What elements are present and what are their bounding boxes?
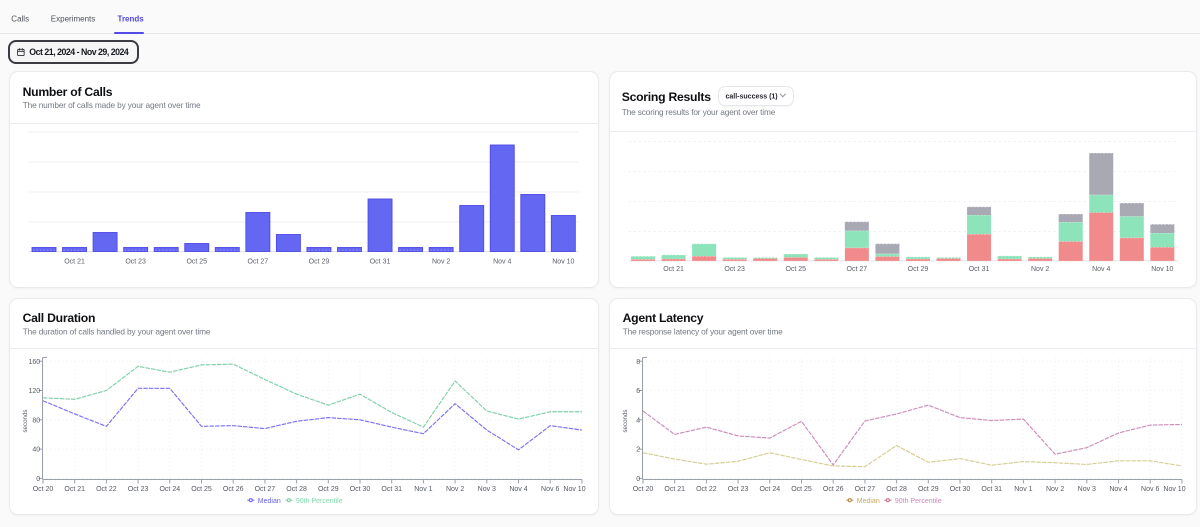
svg-text:Nov 10: Nov 10 — [1163, 486, 1185, 493]
svg-text:Oct 25: Oct 25 — [791, 486, 812, 493]
svg-text:80: 80 — [32, 417, 40, 424]
svg-text:Nov 10: Nov 10 — [1151, 266, 1173, 273]
svg-text:Nov 4: Nov 4 — [1109, 486, 1127, 493]
svg-text:Oct 21: Oct 21 — [64, 486, 85, 493]
svg-text:call-success (1): call-success (1) — [726, 94, 778, 101]
svg-text:Oct 25: Oct 25 — [191, 486, 212, 493]
svg-text:6: 6 — [636, 388, 640, 395]
svg-text:90th Percentile: 90th Percentile — [895, 498, 942, 505]
svg-text:Oct 27: Oct 27 — [255, 486, 276, 493]
svg-text:Nov 2: Nov 2 — [446, 486, 464, 493]
svg-text:Oct 29: Oct 29 — [309, 259, 330, 266]
svg-text:Oct 20: Oct 20 — [633, 486, 654, 493]
svg-text:Oct 21, 2024 - Nov 29, 2024: Oct 21, 2024 - Nov 29, 2024 — [29, 47, 129, 57]
svg-text:Oct 28: Oct 28 — [886, 486, 907, 493]
svg-text:Nov 4: Nov 4 — [1092, 266, 1110, 273]
svg-text:Nov 10: Nov 10 — [552, 259, 574, 266]
svg-text:Agent Latency: Agent Latency — [623, 311, 704, 325]
svg-text:Oct 21: Oct 21 — [663, 266, 684, 273]
svg-text:Nov 4: Nov 4 — [509, 486, 527, 493]
svg-text:Nov 3: Nov 3 — [478, 486, 496, 493]
svg-text:The scoring results for your a: The scoring results for your agent over … — [622, 107, 776, 117]
svg-text:Oct 31: Oct 31 — [370, 259, 391, 266]
svg-text:40: 40 — [32, 447, 40, 454]
svg-text:Nov 4: Nov 4 — [493, 259, 511, 266]
svg-text:The response latency of your a: The response latency of your agent over … — [623, 327, 783, 337]
svg-text:The number of calls made by yo: The number of calls made by your agent o… — [23, 100, 201, 110]
svg-text:Oct 23: Oct 23 — [128, 486, 149, 493]
svg-text:Nov 1: Nov 1 — [1014, 486, 1032, 493]
svg-text:Nov 10: Nov 10 — [563, 486, 585, 493]
svg-text:Oct 29: Oct 29 — [318, 486, 339, 493]
svg-text:Oct 30: Oct 30 — [350, 486, 371, 493]
svg-text:seconds: seconds — [622, 409, 629, 432]
svg-text:8: 8 — [636, 359, 640, 366]
svg-text:Number of Calls: Number of Calls — [23, 85, 113, 99]
svg-text:Calls: Calls — [11, 14, 29, 23]
svg-text:Median: Median — [857, 498, 880, 505]
svg-text:Scoring Results: Scoring Results — [622, 90, 712, 104]
svg-text:Oct 24: Oct 24 — [759, 486, 780, 493]
svg-text:Oct 22: Oct 22 — [96, 486, 117, 493]
svg-text:Nov 6: Nov 6 — [541, 486, 559, 493]
svg-text:Oct 21: Oct 21 — [64, 259, 85, 266]
svg-text:Oct 23: Oct 23 — [724, 266, 745, 273]
svg-text:Nov 3: Nov 3 — [1078, 486, 1096, 493]
svg-text:Call Duration: Call Duration — [23, 311, 96, 325]
svg-text:Oct 31: Oct 31 — [969, 266, 990, 273]
svg-text:Oct 29: Oct 29 — [918, 486, 939, 493]
svg-text:Nov 2: Nov 2 — [1031, 266, 1049, 273]
svg-text:Oct 27: Oct 27 — [847, 266, 868, 273]
svg-text:Oct 21: Oct 21 — [664, 486, 685, 493]
svg-text:Nov 6: Nov 6 — [1141, 486, 1159, 493]
svg-text:0: 0 — [36, 476, 40, 483]
svg-text:Oct 28: Oct 28 — [286, 486, 307, 493]
svg-text:Experiments: Experiments — [51, 14, 95, 23]
svg-text:Oct 24: Oct 24 — [159, 486, 180, 493]
svg-text:Nov 2: Nov 2 — [432, 259, 450, 266]
svg-text:The duration of calls handled: The duration of calls handled by your ag… — [23, 327, 211, 337]
svg-text:Oct 25: Oct 25 — [186, 259, 207, 266]
svg-text:Oct 27: Oct 27 — [855, 486, 876, 493]
svg-text:Oct 23: Oct 23 — [125, 259, 146, 266]
svg-text:Trends: Trends — [118, 14, 145, 23]
svg-text:Oct 23: Oct 23 — [728, 486, 749, 493]
svg-text:Oct 22: Oct 22 — [696, 486, 717, 493]
svg-text:0: 0 — [636, 476, 640, 483]
svg-text:Oct 26: Oct 26 — [223, 486, 244, 493]
svg-text:Oct 31: Oct 31 — [981, 486, 1002, 493]
svg-text:Oct 30: Oct 30 — [950, 486, 971, 493]
svg-text:4: 4 — [636, 417, 640, 424]
svg-text:Nov 2: Nov 2 — [1046, 486, 1064, 493]
svg-text:Nov 1: Nov 1 — [414, 486, 432, 493]
svg-text:Oct 25: Oct 25 — [785, 266, 806, 273]
svg-text:Median: Median — [258, 498, 281, 505]
svg-text:Oct 20: Oct 20 — [33, 486, 54, 493]
svg-text:90th Percentile: 90th Percentile — [296, 498, 343, 505]
svg-text:Oct 27: Oct 27 — [248, 259, 269, 266]
svg-text:160: 160 — [29, 359, 41, 366]
svg-text:120: 120 — [29, 388, 41, 395]
svg-text:2: 2 — [636, 447, 640, 454]
svg-text:Oct 31: Oct 31 — [381, 486, 402, 493]
svg-text:Oct 26: Oct 26 — [823, 486, 844, 493]
svg-text:seconds: seconds — [22, 409, 29, 432]
svg-text:Oct 29: Oct 29 — [908, 266, 929, 273]
